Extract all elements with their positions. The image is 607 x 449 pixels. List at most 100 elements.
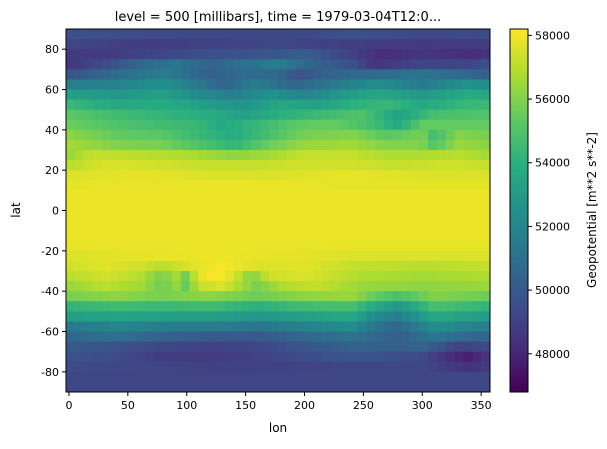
heatmap-cell [384, 119, 394, 131]
heatmap-cell [454, 89, 464, 101]
heatmap-cell [207, 49, 217, 60]
heatmap-cell [251, 190, 261, 201]
heatmap-cell [154, 49, 164, 60]
heatmap-cell [366, 139, 376, 151]
heatmap-cell [428, 210, 438, 222]
heatmap-cell [92, 170, 102, 181]
heatmap-cell [295, 129, 305, 141]
heatmap-cell [145, 220, 155, 232]
heatmap-cell [172, 361, 182, 373]
heatmap-cell [74, 49, 85, 60]
heatmap-cell [366, 69, 376, 80]
x-tick-label: 300 [412, 399, 433, 412]
heatmap-cell [136, 139, 146, 151]
heatmap-cell [110, 220, 120, 232]
heatmap-cell [225, 180, 235, 191]
heatmap-cell [216, 230, 226, 242]
heatmap-cell [428, 351, 438, 363]
heatmap-cell [454, 29, 464, 40]
heatmap-cell [101, 210, 111, 222]
heatmap-cell [110, 200, 120, 211]
heatmap-cell [463, 240, 473, 252]
heatmap-cell [163, 99, 173, 111]
heatmap-cell [66, 160, 76, 171]
heatmap-cell [269, 311, 279, 322]
heatmap-cell [304, 371, 314, 383]
heatmap-cell [454, 119, 464, 131]
heatmap-cell [207, 99, 217, 111]
heatmap-cell [437, 351, 447, 363]
heatmap-cell [401, 331, 411, 343]
heatmap-cell [437, 250, 447, 262]
heatmap-cell [472, 79, 482, 90]
heatmap-cell [242, 291, 252, 302]
heatmap-cell [384, 260, 394, 272]
heatmap-cell [198, 220, 208, 232]
heatmap-cell [242, 331, 252, 343]
heatmap-cell [83, 150, 93, 161]
heatmap-cell [172, 129, 182, 141]
heatmap-cell [66, 240, 76, 252]
heatmap-cell [419, 89, 429, 101]
heatmap-cell [322, 321, 332, 332]
heatmap-cell [180, 119, 191, 131]
heatmap-cell [119, 281, 129, 292]
heatmap-cell [74, 39, 85, 50]
heatmap-cell [286, 311, 297, 322]
heatmap-cell [481, 89, 491, 101]
heatmap-cell [136, 59, 146, 70]
heatmap-cell [269, 291, 279, 302]
heatmap-cell [357, 250, 367, 262]
heatmap-cell [145, 230, 155, 242]
heatmap-cell [384, 220, 394, 232]
heatmap-cell [304, 200, 314, 211]
heatmap-cell [172, 210, 182, 222]
heatmap-cell [313, 230, 323, 242]
heatmap-cell [392, 351, 403, 363]
heatmap-cell [392, 250, 403, 262]
heatmap-cell [463, 210, 473, 222]
heatmap-cell [304, 79, 314, 90]
heatmap-cell [225, 341, 235, 353]
heatmap-cell [225, 371, 235, 383]
heatmap-cell [322, 341, 332, 353]
heatmap-cell [198, 129, 208, 141]
heatmap-cell [481, 139, 491, 151]
heatmap-cell [331, 260, 341, 272]
heatmap-cell [278, 190, 288, 201]
heatmap-cell [225, 69, 235, 80]
heatmap-cell [233, 250, 244, 262]
heatmap-cell [83, 381, 93, 393]
heatmap-cell [463, 129, 473, 141]
heatmap-cell [269, 49, 279, 60]
heatmap-cell [216, 210, 226, 222]
heatmap-cell [251, 271, 261, 282]
heatmap-cell [286, 190, 297, 201]
heatmap-cell [384, 341, 394, 353]
heatmap-cell [163, 160, 173, 171]
heatmap-cell [463, 109, 473, 121]
heatmap-cell [339, 59, 350, 70]
heatmap-cell [92, 180, 102, 191]
heatmap-cell [260, 291, 270, 302]
heatmap-cell [304, 240, 314, 252]
heatmap-cell [392, 260, 403, 272]
heatmap-cell [127, 291, 138, 302]
heatmap-cell [154, 291, 164, 302]
heatmap-cell [286, 210, 297, 222]
heatmap-cell [313, 321, 323, 332]
heatmap-cell [119, 301, 129, 312]
heatmap-cell [366, 230, 376, 242]
heatmap-cell [278, 99, 288, 111]
heatmap-cell [145, 180, 155, 191]
heatmap-cell [136, 89, 146, 101]
heatmap-cell [136, 371, 146, 383]
heatmap-cell [207, 129, 217, 141]
heatmap-cell [445, 200, 456, 211]
heatmap-cell [428, 190, 438, 201]
heatmap-cell [357, 291, 367, 302]
heatmap-cell [92, 210, 102, 222]
heatmap-cell [136, 200, 146, 211]
heatmap-cell [189, 250, 199, 262]
heatmap-cell [313, 200, 323, 211]
